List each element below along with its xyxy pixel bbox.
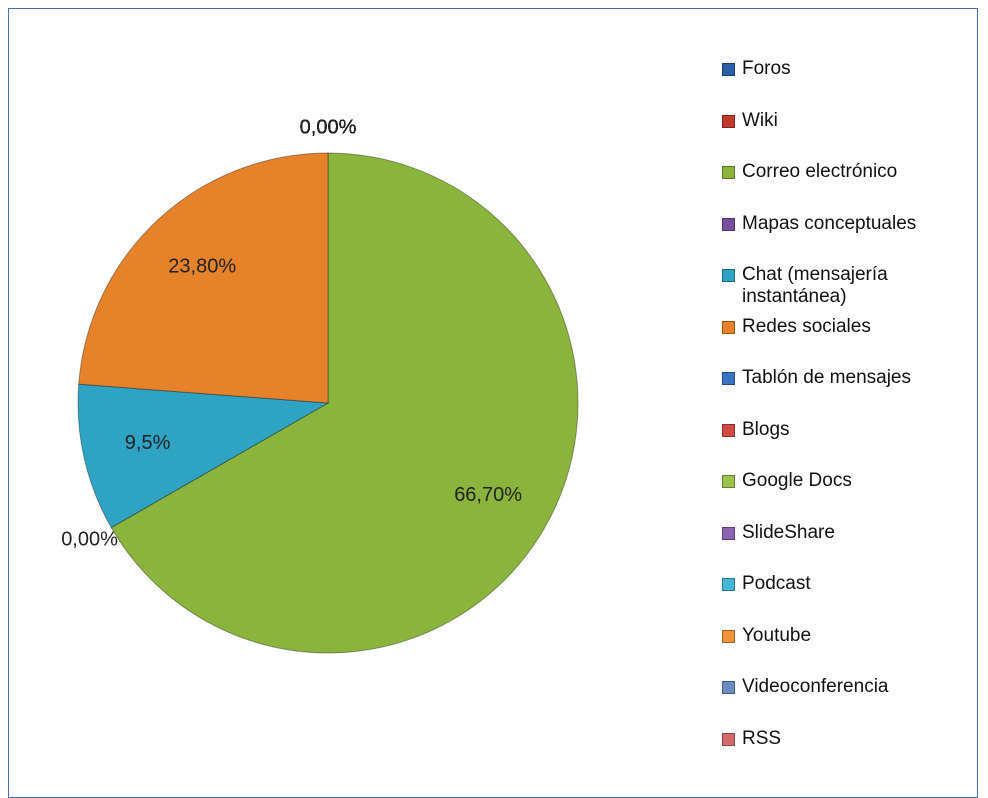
data-label: 0,00% <box>300 116 357 138</box>
legend-swatch <box>722 269 735 282</box>
legend-item: Tablón de mensajes <box>722 367 962 389</box>
data-label: 0,00% <box>300 116 357 138</box>
data-label: 0,00% <box>300 116 357 138</box>
legend-swatch <box>722 732 735 746</box>
pie-slice <box>78 152 329 404</box>
legend-label: Tablón de mensajes <box>742 367 911 388</box>
legend-swatch <box>722 475 735 488</box>
legend-label: Mapas conceptuales <box>742 212 917 234</box>
legend-label: Chat (mensajería instantánea) <box>742 264 888 307</box>
legend-item: Wiki <box>722 110 962 132</box>
legend-label: Google Docs <box>742 470 852 491</box>
data-label: 0,00% <box>300 116 357 138</box>
data-label: 0,00% <box>61 528 118 550</box>
legend-item: Videoconferencia <box>722 676 962 698</box>
data-label: 9,5% <box>125 432 171 454</box>
data-label: 0,00% <box>300 116 357 138</box>
legend-swatch <box>722 114 735 128</box>
legend-swatch <box>722 217 735 231</box>
legend-label: Podcast <box>742 573 811 594</box>
legend-item: Mapas conceptuales <box>722 213 962 235</box>
legend-label: Youtube <box>742 624 812 646</box>
legend-swatch <box>722 629 735 643</box>
legend-swatch <box>722 578 735 591</box>
legend-label: Wiki <box>742 109 778 131</box>
legend-item: SlideShare <box>722 522 962 544</box>
data-label: 0,00% <box>300 116 357 138</box>
data-label: 0,00% <box>300 116 357 138</box>
data-label: 0,00% <box>300 116 357 138</box>
data-label: 66,70% <box>454 484 522 506</box>
legend-swatch <box>722 423 735 437</box>
legend-item: Redes sociales <box>722 316 962 338</box>
legend-label: Videoconferencia <box>742 676 889 697</box>
legend-item: Chat (mensajería instantánea) <box>722 264 962 308</box>
legend-label: Foros <box>742 58 791 79</box>
legend-item: Google Docs <box>722 470 962 492</box>
legend-swatch <box>722 681 735 694</box>
legend-item: Podcast <box>722 573 962 595</box>
legend-item: Blogs <box>722 419 962 441</box>
legend-label: RSS <box>742 727 782 749</box>
legend-swatch <box>722 320 735 334</box>
legend-swatch <box>722 526 735 540</box>
legend-label: Correo electrónico <box>742 161 898 182</box>
legend-swatch <box>722 166 735 179</box>
legend-label: Blogs <box>742 418 790 440</box>
pie-slice <box>110 152 579 654</box>
data-label: 0,00% <box>300 116 357 138</box>
legend-item: RSS <box>722 728 962 750</box>
legend-label: Redes sociales <box>742 315 871 337</box>
legend-swatch <box>722 63 735 76</box>
data-label: 0,00% <box>300 116 357 138</box>
pie-slice <box>77 383 330 529</box>
legend-item: Foros <box>722 58 962 80</box>
legend-item: Youtube <box>722 625 962 647</box>
legend-swatch <box>722 372 735 385</box>
data-label: 23,80% <box>168 256 236 278</box>
legend-label: SlideShare <box>742 521 835 543</box>
legend-item: Correo electrónico <box>722 161 962 183</box>
